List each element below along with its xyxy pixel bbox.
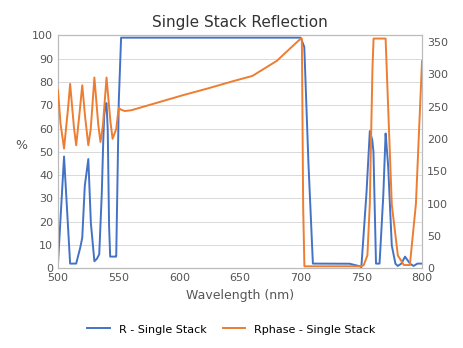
R - Single Stack — [211, 35, 216, 40]
Rphase - Single Stack — [55, 88, 61, 93]
R - Single Stack — [119, 35, 124, 40]
Rphase - Single Stack — [97, 132, 102, 136]
Rphase - Single Stack — [413, 210, 418, 214]
Title: Single Stack Reflection: Single Stack Reflection — [152, 15, 328, 30]
R - Single Stack — [373, 261, 379, 265]
Rphase - Single Stack — [419, 59, 425, 63]
Rphase - Single Stack — [119, 108, 124, 112]
Line: Rphase - Single Stack: Rphase - Single Stack — [58, 39, 422, 266]
R - Single Stack — [97, 246, 102, 251]
Rphase - Single Stack — [298, 37, 304, 41]
Legend: R - Single Stack, Rphase - Single Stack: R - Single Stack, Rphase - Single Stack — [83, 320, 380, 339]
Rphase - Single Stack — [195, 89, 200, 93]
R - Single Stack — [358, 265, 364, 269]
Line: R - Single Stack: R - Single Stack — [58, 38, 422, 267]
Rphase - Single Stack — [373, 37, 379, 41]
X-axis label: Wavelength (nm): Wavelength (nm) — [186, 289, 294, 302]
Y-axis label: %: % — [15, 139, 27, 152]
R - Single Stack — [55, 261, 61, 266]
R - Single Stack — [413, 263, 418, 267]
R - Single Stack — [119, 35, 124, 40]
Rphase - Single Stack — [301, 264, 307, 268]
R - Single Stack — [419, 261, 425, 266]
R - Single Stack — [195, 35, 200, 40]
Rphase - Single Stack — [211, 85, 216, 89]
